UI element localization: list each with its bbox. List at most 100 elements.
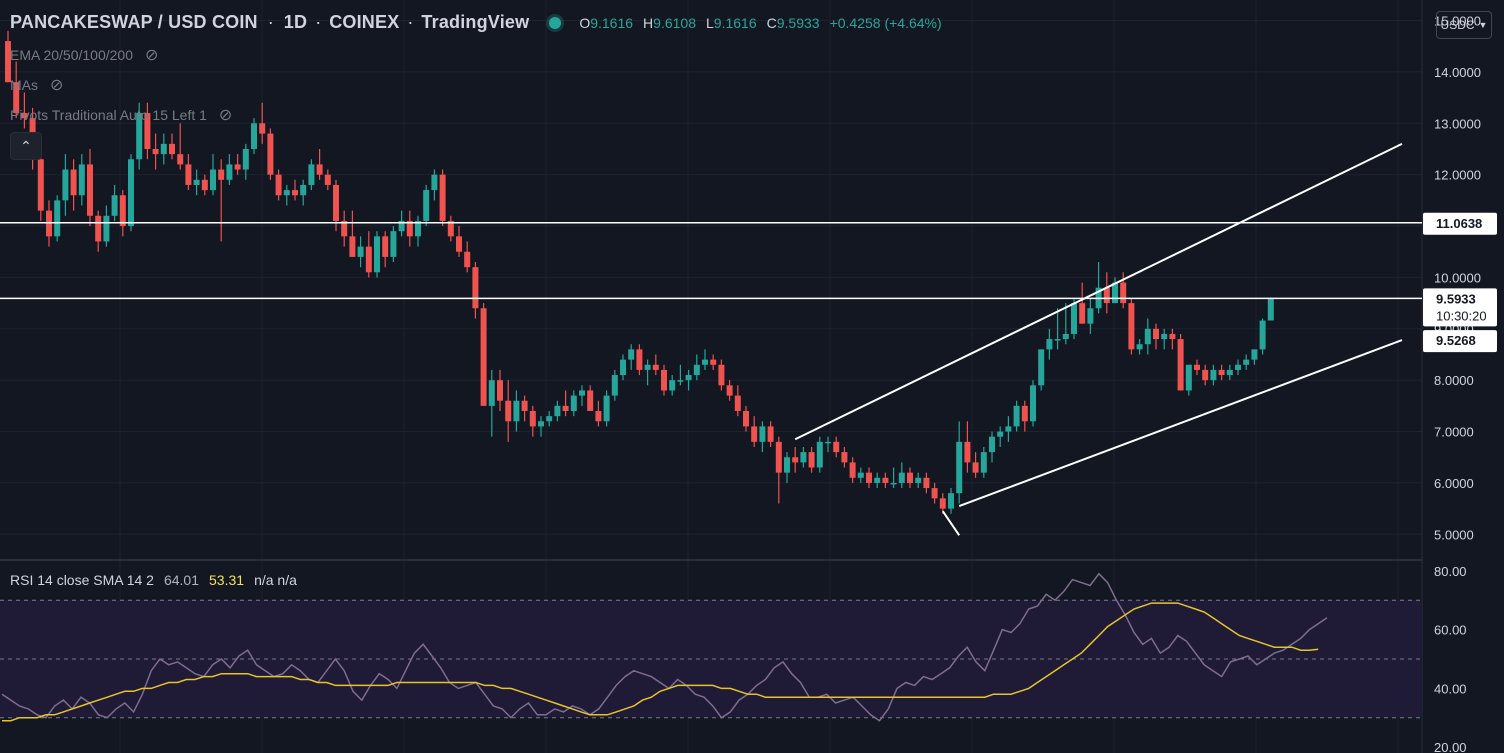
chevron-up-icon: ⌃ — [20, 138, 32, 154]
candle-body — [152, 148, 159, 155]
candle-body — [21, 113, 28, 119]
price-tick-label: 14.0000 — [1434, 65, 1481, 80]
candle-body — [497, 380, 503, 401]
rsi-tick-label: 40.00 — [1434, 681, 1467, 696]
candle-body — [997, 431, 1004, 437]
candle-body — [472, 267, 479, 309]
candle-body — [439, 174, 446, 221]
candle-body — [1243, 359, 1250, 365]
candle-body — [882, 477, 889, 483]
candle-body — [160, 143, 167, 155]
candle-body — [341, 220, 348, 237]
candle-body — [1136, 344, 1143, 350]
candle-body — [628, 349, 635, 360]
candle-body — [185, 164, 192, 185]
candle-body — [242, 148, 249, 170]
candle-body — [1030, 385, 1036, 422]
candle-body — [1087, 308, 1094, 324]
candle-body — [1194, 364, 1200, 370]
currency-button[interactable]: USDC ▼ — [1436, 11, 1492, 39]
channel-line — [958, 339, 1403, 507]
candle-body — [1046, 339, 1053, 350]
candle-body — [1112, 282, 1118, 304]
candle-body — [251, 123, 257, 149]
candle-body — [964, 441, 971, 463]
candle-body — [177, 154, 184, 165]
price-tick-label: 8.0000 — [1434, 373, 1474, 388]
candle-body — [652, 364, 659, 370]
candle-body — [374, 236, 380, 273]
candle-body — [218, 169, 225, 180]
candle-body — [1161, 333, 1168, 340]
candle-body — [1177, 339, 1184, 391]
provider: TradingView — [421, 12, 530, 32]
candle-body — [406, 220, 413, 237]
indicator-pivots[interactable]: Pivots Traditional Auto 15 Left 1 ⊘ — [10, 107, 233, 124]
candle-body — [849, 462, 856, 478]
candle-body — [119, 195, 126, 227]
rsi-legend[interactable]: RSI 14 close SMA 14 2 64.01 53.31 n/a n/… — [10, 572, 297, 588]
candle-body — [751, 426, 758, 442]
candle-body — [488, 380, 495, 406]
indicator-mas[interactable]: MAs ⊘ — [10, 77, 64, 94]
candle-body — [677, 380, 684, 382]
candle-body — [1103, 287, 1110, 304]
candle-body — [54, 200, 61, 237]
symbol-title[interactable]: PANCAKESWAP / USD COIN — [10, 12, 258, 32]
candle-body — [1038, 349, 1045, 386]
candle-body — [447, 220, 454, 237]
candle-body — [685, 375, 692, 381]
candle-body — [193, 179, 200, 185]
candle-body — [1267, 298, 1274, 321]
market-status-icon[interactable] — [549, 16, 562, 29]
candle-body — [111, 195, 118, 216]
candle-body — [259, 123, 266, 134]
candle-body — [841, 452, 848, 463]
candle-body — [226, 164, 233, 180]
rsi-tick-label: 80.00 — [1434, 564, 1467, 579]
candle-body — [702, 359, 708, 365]
candle-body — [734, 395, 741, 412]
exchange: COINEX — [329, 12, 400, 32]
candle-body — [587, 390, 594, 412]
candle-body — [513, 400, 520, 422]
candle-body — [87, 164, 93, 216]
candle-body — [136, 113, 143, 160]
price-tag-level: 11.0638 — [1423, 212, 1497, 235]
candle-body — [1071, 303, 1077, 334]
candle-body — [595, 411, 602, 422]
price-change: +0.4258 (+4.64%) — [829, 14, 942, 31]
collapse-indicators-button[interactable]: ⌃ — [10, 132, 42, 160]
price-tick-label: 10.0000 — [1434, 270, 1481, 285]
candle-body — [423, 190, 430, 221]
interval[interactable]: 1D — [283, 12, 308, 32]
hidden-eye-icon[interactable]: ⊘ — [218, 107, 233, 124]
hidden-eye-icon[interactable]: ⊘ — [145, 47, 159, 64]
hidden-eye-icon[interactable]: ⊘ — [50, 77, 64, 94]
indicator-ema[interactable]: EMA 20/50/100/200 ⊘ — [10, 47, 159, 64]
candle-body — [898, 472, 905, 483]
candle-body — [948, 493, 954, 509]
candle-body — [1218, 369, 1225, 376]
candle-body — [210, 169, 216, 191]
candle-body — [644, 364, 651, 370]
candle-body — [956, 441, 963, 494]
candle-body — [784, 457, 790, 473]
candle-body — [1185, 364, 1192, 391]
candle-body — [333, 184, 339, 221]
candle-body — [857, 472, 864, 478]
candle-body — [382, 236, 389, 257]
candle-body — [144, 113, 151, 149]
candle-body — [5, 41, 11, 83]
candle-body — [1235, 364, 1241, 370]
price-tick-label: 5.0000 — [1434, 527, 1474, 542]
price-tag-level-text: 11.0638 — [1436, 216, 1482, 231]
price-tick-label: 12.0000 — [1434, 168, 1481, 183]
candle-body — [349, 236, 356, 257]
candle-body — [546, 416, 553, 422]
candle-body — [579, 390, 585, 396]
candle-body — [562, 405, 569, 412]
candle-body — [398, 220, 405, 232]
candle-body — [431, 174, 438, 191]
